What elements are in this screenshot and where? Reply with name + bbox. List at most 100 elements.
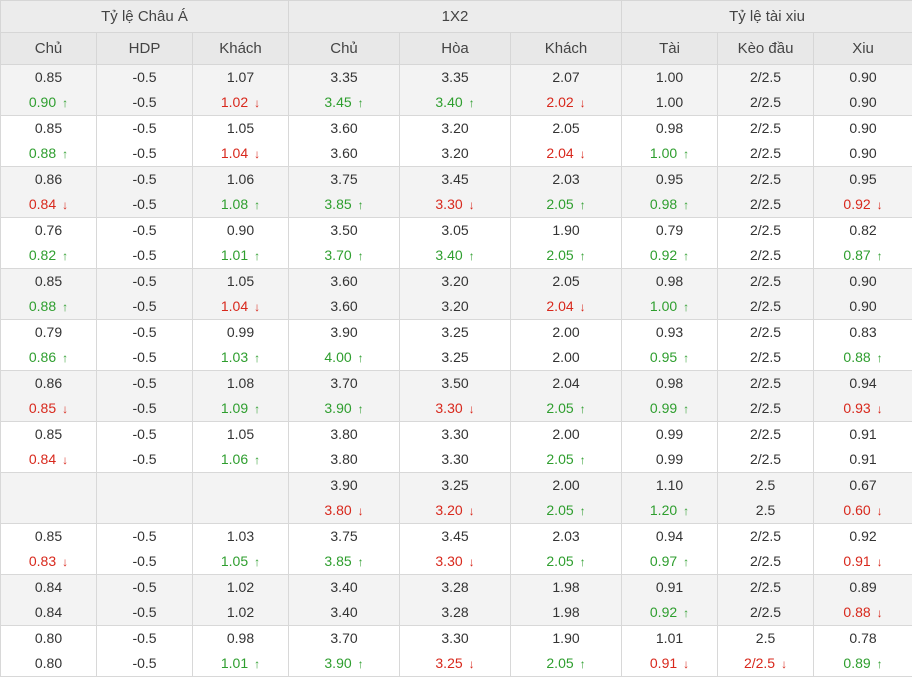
odds-cell-over[interactable]: 0.93 0.95 ↑ [621, 319, 719, 371]
odds-cell-under[interactable]: 0.90 0.90 [813, 64, 912, 116]
odds-cell-home[interactable]: 0.85 0.83 ↓ [0, 523, 97, 575]
odds-cell-home[interactable]: 0.79 0.86 ↑ [0, 319, 97, 371]
odds-cell-draw[interactable]: 3.28 3.28 [399, 574, 512, 626]
odds-cell-1x2-away[interactable]: 1.98 1.98 [510, 574, 623, 626]
odds-cell-under[interactable]: 0.67 0.60 ↓ [813, 472, 912, 524]
odds-cell-hdp[interactable]: -0.5 -0.5 [96, 217, 193, 269]
odds-cell-under[interactable]: 0.95 0.92 ↓ [813, 166, 912, 218]
odds-cell-away[interactable] [191, 472, 290, 524]
odds-cell-hdp[interactable]: -0.5 -0.5 [96, 370, 193, 422]
odds-cell-under[interactable]: 0.91 0.91 [813, 421, 912, 473]
odds-cell-over[interactable]: 1.01 0.91 ↓ [621, 625, 719, 677]
odds-cell-draw[interactable]: 3.20 3.20 [399, 115, 512, 167]
odds-cell-1x2-home[interactable]: 3.75 3.85 ↑ [288, 166, 401, 218]
odds-cell-line[interactable]: 2.5 2.5 [717, 472, 815, 524]
odds-cell-1x2-away[interactable]: 2.00 2.00 [510, 319, 623, 371]
odds-cell-1x2-away[interactable]: 2.04 2.05 ↑ [510, 370, 623, 422]
odds-cell-1x2-away[interactable]: 1.90 2.05 ↑ [510, 625, 623, 677]
odds-cell-away[interactable]: 1.05 1.04 ↓ [191, 268, 290, 320]
table-row[interactable]: 3.90 3.80 ↓ 3.25 3.20 ↓ 2.00 2.05 ↑ 1.10 1.20 ↑ 2.5 2… [0, 472, 912, 524]
odds-cell-1x2-away[interactable]: 2.03 2.05 ↑ [510, 166, 623, 218]
odds-cell-home[interactable]: 0.85 0.88 ↑ [0, 268, 97, 320]
table-row[interactable]: 0.79 0.86 ↑ -0.5 -0.5 0.99 1.03 ↑ 3.90 4.00 ↑ 3.25 3… [0, 319, 912, 371]
odds-cell-over[interactable]: 0.98 1.00 ↑ [621, 268, 719, 320]
odds-cell-over[interactable]: 0.95 0.98 ↑ [621, 166, 719, 218]
odds-cell-away[interactable]: 1.03 1.05 ↑ [191, 523, 290, 575]
odds-cell-away[interactable]: 0.99 1.03 ↑ [191, 319, 290, 371]
odds-cell-1x2-home[interactable]: 3.80 3.80 [288, 421, 401, 473]
odds-cell-home[interactable]: 0.86 0.85 ↓ [0, 370, 97, 422]
odds-cell-away[interactable]: 0.90 1.01 ↑ [191, 217, 290, 269]
odds-cell-under[interactable]: 0.92 0.91 ↓ [813, 523, 912, 575]
odds-cell-under[interactable]: 0.90 0.90 [813, 115, 912, 167]
odds-cell-hdp[interactable]: -0.5 -0.5 [96, 625, 193, 677]
odds-cell-line[interactable]: 2/2.5 2/2.5 [717, 574, 815, 626]
odds-cell-draw[interactable]: 3.30 3.25 ↓ [399, 625, 512, 677]
odds-cell-hdp[interactable]: -0.5 -0.5 [96, 268, 193, 320]
odds-cell-1x2-away[interactable]: 2.05 2.04 ↓ [510, 268, 623, 320]
odds-cell-1x2-home[interactable]: 3.70 3.90 ↑ [288, 625, 401, 677]
odds-cell-away[interactable]: 1.06 1.08 ↑ [191, 166, 290, 218]
odds-cell-away[interactable]: 1.08 1.09 ↑ [191, 370, 290, 422]
odds-cell-1x2-home[interactable]: 3.60 3.60 [288, 268, 401, 320]
odds-cell-draw[interactable]: 3.20 3.20 [399, 268, 512, 320]
odds-cell-over[interactable]: 0.99 0.99 [621, 421, 719, 473]
odds-cell-home[interactable]: 0.84 0.84 [0, 574, 97, 626]
odds-cell-over[interactable]: 0.91 0.92 ↑ [621, 574, 719, 626]
odds-cell-line[interactable]: 2/2.5 2/2.5 [717, 64, 815, 116]
odds-cell-1x2-away[interactable]: 2.00 2.05 ↑ [510, 472, 623, 524]
odds-cell-1x2-away[interactable]: 2.00 2.05 ↑ [510, 421, 623, 473]
odds-cell-1x2-home[interactable]: 3.75 3.85 ↑ [288, 523, 401, 575]
odds-cell-away[interactable]: 1.02 1.02 [191, 574, 290, 626]
odds-cell-draw[interactable]: 3.50 3.30 ↓ [399, 370, 512, 422]
odds-cell-draw[interactable]: 3.30 3.30 [399, 421, 512, 473]
odds-cell-1x2-home[interactable]: 3.70 3.90 ↑ [288, 370, 401, 422]
odds-cell-home[interactable]: 0.85 0.90 ↑ [0, 64, 97, 116]
odds-cell-over[interactable]: 0.98 0.99 ↑ [621, 370, 719, 422]
odds-cell-draw[interactable]: 3.25 3.20 ↓ [399, 472, 512, 524]
odds-cell-draw[interactable]: 3.45 3.30 ↓ [399, 523, 512, 575]
odds-cell-over[interactable]: 0.79 0.92 ↑ [621, 217, 719, 269]
odds-cell-home[interactable]: 0.80 0.80 [0, 625, 97, 677]
odds-cell-under[interactable]: 0.94 0.93 ↓ [813, 370, 912, 422]
odds-cell-hdp[interactable]: -0.5 -0.5 [96, 574, 193, 626]
odds-cell-1x2-home[interactable]: 3.40 3.40 [288, 574, 401, 626]
odds-cell-1x2-away[interactable]: 2.05 2.04 ↓ [510, 115, 623, 167]
odds-cell-home[interactable] [0, 472, 97, 524]
table-row[interactable]: 0.85 0.84 ↓ -0.5 -0.5 1.05 1.06 ↑ 3.80 3.80 3.30 3.… [0, 421, 912, 473]
odds-cell-line[interactable]: 2/2.5 2/2.5 [717, 319, 815, 371]
odds-cell-under[interactable]: 0.89 0.88 ↓ [813, 574, 912, 626]
odds-cell-hdp[interactable]: -0.5 -0.5 [96, 166, 193, 218]
odds-cell-1x2-home[interactable]: 3.90 3.80 ↓ [288, 472, 401, 524]
odds-cell-1x2-away[interactable]: 1.90 2.05 ↑ [510, 217, 623, 269]
odds-cell-1x2-away[interactable]: 2.07 2.02 ↓ [510, 64, 623, 116]
odds-cell-home[interactable]: 0.85 0.88 ↑ [0, 115, 97, 167]
table-row[interactable]: 0.85 0.90 ↑ -0.5 -0.5 1.07 1.02 ↓ 3.35 3.45 ↑ 3.35 3… [0, 64, 912, 116]
odds-cell-hdp[interactable]: -0.5 -0.5 [96, 523, 193, 575]
odds-cell-line[interactable]: 2/2.5 2/2.5 [717, 217, 815, 269]
odds-cell-hdp[interactable]: -0.5 -0.5 [96, 319, 193, 371]
odds-cell-over[interactable]: 1.00 1.00 [621, 64, 719, 116]
odds-cell-away[interactable]: 1.05 1.06 ↑ [191, 421, 290, 473]
table-row[interactable]: 0.84 0.84 -0.5 -0.5 1.02 1.02 3.40 3.40 3.28 3.28… [0, 574, 912, 626]
odds-cell-over[interactable]: 0.98 1.00 ↑ [621, 115, 719, 167]
table-row[interactable]: 0.85 0.83 ↓ -0.5 -0.5 1.03 1.05 ↑ 3.75 3.85 ↑ 3.45 3… [0, 523, 912, 575]
odds-cell-hdp[interactable]: -0.5 -0.5 [96, 64, 193, 116]
table-row[interactable]: 0.85 0.88 ↑ -0.5 -0.5 1.05 1.04 ↓ 3.60 3.60 3.20 3.… [0, 115, 912, 167]
odds-cell-draw[interactable]: 3.05 3.40 ↑ [399, 217, 512, 269]
table-row[interactable]: 0.86 0.85 ↓ -0.5 -0.5 1.08 1.09 ↑ 3.70 3.90 ↑ 3.50 3… [0, 370, 912, 422]
odds-cell-1x2-away[interactable]: 2.03 2.05 ↑ [510, 523, 623, 575]
odds-cell-line[interactable]: 2/2.5 2/2.5 [717, 268, 815, 320]
odds-cell-hdp[interactable] [96, 472, 193, 524]
table-row[interactable]: 0.76 0.82 ↑ -0.5 -0.5 0.90 1.01 ↑ 3.50 3.70 ↑ 3.05 3… [0, 217, 912, 269]
odds-cell-1x2-home[interactable]: 3.35 3.45 ↑ [288, 64, 401, 116]
odds-cell-1x2-home[interactable]: 3.90 4.00 ↑ [288, 319, 401, 371]
odds-cell-away[interactable]: 1.05 1.04 ↓ [191, 115, 290, 167]
odds-cell-1x2-home[interactable]: 3.50 3.70 ↑ [288, 217, 401, 269]
odds-cell-under[interactable]: 0.83 0.88 ↑ [813, 319, 912, 371]
odds-cell-line[interactable]: 2.5 2/2.5 ↓ [717, 625, 815, 677]
odds-cell-hdp[interactable]: -0.5 -0.5 [96, 115, 193, 167]
odds-cell-1x2-home[interactable]: 3.60 3.60 [288, 115, 401, 167]
odds-cell-hdp[interactable]: -0.5 -0.5 [96, 421, 193, 473]
table-row[interactable]: 0.85 0.88 ↑ -0.5 -0.5 1.05 1.04 ↓ 3.60 3.60 3.20 3.… [0, 268, 912, 320]
